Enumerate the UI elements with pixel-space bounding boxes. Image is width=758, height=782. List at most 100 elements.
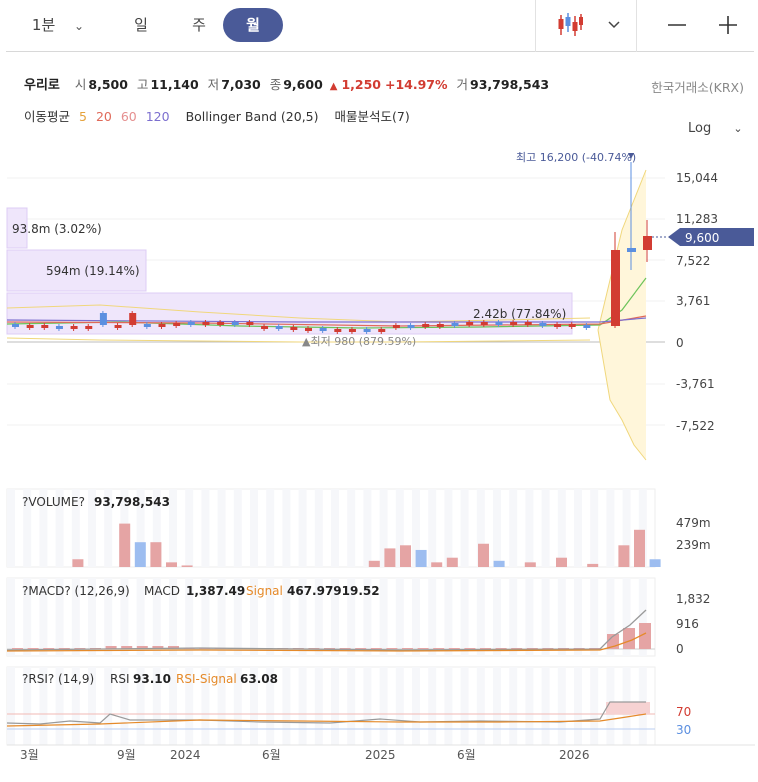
- candle-chart-icon[interactable]: [555, 10, 585, 40]
- panel-stripe: [347, 578, 356, 656]
- panel-stripe: [217, 667, 226, 745]
- panel-stripe: [493, 578, 501, 656]
- panel-stripe: [23, 489, 32, 567]
- x-axis-label: 2026: [559, 748, 590, 762]
- panel-stripe: [541, 578, 550, 656]
- price-axis-tick: 11,283: [676, 212, 718, 226]
- low-label: 저: [207, 77, 220, 92]
- macd-histogram-bar: [58, 648, 70, 649]
- timeframe-minute-dropdown[interactable]: 1분 ⌄: [18, 8, 98, 42]
- candle-body: [70, 326, 78, 329]
- volume-panel[interactable]: [6, 488, 661, 568]
- timeframe-day-button[interactable]: 일: [134, 16, 148, 34]
- bollinger-band-label: Bollinger Band (20,5): [185, 109, 319, 124]
- panel-stripe: [250, 667, 258, 745]
- candle-body: [26, 325, 34, 328]
- panel-stripe: [39, 489, 48, 567]
- candle-body: [202, 322, 210, 325]
- volume-profile-label-1: 93.8m (3.02%): [12, 222, 102, 236]
- current-price-tag-label: 9,600: [685, 231, 719, 245]
- volume-bar: [384, 548, 396, 567]
- panel-stripe: [233, 489, 242, 567]
- change-percent: +14.97%: [384, 77, 448, 92]
- panel-stripe: [509, 667, 518, 745]
- panel-stripe: [363, 667, 372, 745]
- panel-stripe: [298, 667, 307, 745]
- candle-body: [436, 324, 444, 327]
- stock-name: 우리로: [24, 78, 60, 93]
- rsi-axis-tick-30: 30: [676, 723, 691, 737]
- volume-bar: [524, 562, 536, 567]
- highest-price-marker: 최고 16,200 (-40.74%): [516, 151, 636, 164]
- panel-stripe: [331, 578, 339, 656]
- ma-label: 이동평균: [24, 109, 71, 124]
- macd-histogram-bar: [511, 648, 523, 649]
- rsi-axis-tick-70: 70: [676, 705, 691, 719]
- candle-body: [363, 329, 371, 332]
- panel-stripe: [606, 489, 615, 567]
- volume-axis-tick: 239m: [676, 538, 711, 552]
- panel-stripe: [590, 578, 599, 656]
- panel-stripe: [460, 489, 469, 567]
- ma-line: [6, 317, 647, 323]
- panel-stripe: [460, 667, 469, 745]
- panel-stripe: [428, 578, 437, 656]
- high-label: 고: [136, 77, 149, 92]
- rsi-signal-line: [6, 713, 647, 727]
- panel-stripe: [428, 489, 437, 567]
- open-value: 8,500: [88, 77, 128, 92]
- scale-mode-dropdown[interactable]: Log ⌄: [688, 121, 743, 136]
- candle-body: [348, 329, 356, 332]
- price-panel[interactable]: [6, 153, 668, 461]
- volume-bar: [618, 545, 630, 567]
- panel-stripe: [55, 667, 64, 745]
- panel-stripe: [185, 667, 194, 745]
- x-axis-label: 9월: [117, 748, 136, 762]
- volume-profile-label: 매물분석도(7): [334, 109, 410, 124]
- bollinger-lower: [597, 329, 647, 461]
- price-axis-tick: 15,044: [676, 171, 718, 185]
- candle-body: [422, 324, 430, 327]
- timeframe-month-button[interactable]: 월: [223, 8, 283, 42]
- rsi-label: RSI: [110, 672, 130, 686]
- candle-body: [275, 326, 283, 329]
- panel-stripe: [23, 578, 32, 656]
- panel-stripe: [428, 667, 437, 745]
- rsi-line: [6, 701, 646, 725]
- panel-stripe: [266, 667, 275, 745]
- volume-profile-label-3: 2.42b (77.84%): [473, 307, 566, 321]
- macd-signal-value: 467.97919.52: [287, 584, 380, 598]
- ma-5: 5: [79, 109, 87, 124]
- change-arrow-icon: ▲: [329, 81, 338, 92]
- macd-axis-tick: 916: [676, 617, 699, 631]
- chart-type-chevron-down-icon[interactable]: [604, 10, 624, 40]
- panel-stripe: [314, 667, 323, 745]
- macd-panel[interactable]: [6, 577, 656, 657]
- volume-bar: [493, 560, 505, 567]
- volume-bar: [400, 545, 411, 567]
- zoom-in-icon[interactable]: [713, 10, 743, 40]
- candle-body: [627, 248, 636, 252]
- panel-stripe: [412, 489, 420, 567]
- panel-stripe: [201, 667, 210, 745]
- panel-stripe: [460, 578, 469, 656]
- volume-bar: [556, 557, 567, 567]
- rsi-panel[interactable]: [6, 666, 656, 746]
- timeframe-week-button[interactable]: 주: [192, 16, 206, 34]
- lowest-price-marker: ▲최저 980 (879.59%): [302, 335, 416, 348]
- macd-histogram-bar: [43, 648, 55, 649]
- scale-mode-label: Log: [688, 121, 712, 136]
- panel-stripe: [395, 578, 404, 656]
- candle-body: [568, 324, 576, 327]
- panel-stripe: [347, 667, 356, 745]
- zoom-out-icon[interactable]: [662, 10, 692, 40]
- candle-body: [41, 325, 49, 328]
- low-value: 7,030: [221, 77, 261, 92]
- panel-stripe: [152, 578, 161, 656]
- indicator-legend[interactable]: 이동평균 5 20 60 120 Bollinger Band (20,5) 매…: [24, 106, 415, 125]
- panel-stripe: [39, 667, 48, 745]
- panel-stripe: [622, 489, 631, 567]
- candle-body: [495, 322, 503, 325]
- candle-body: [407, 325, 415, 328]
